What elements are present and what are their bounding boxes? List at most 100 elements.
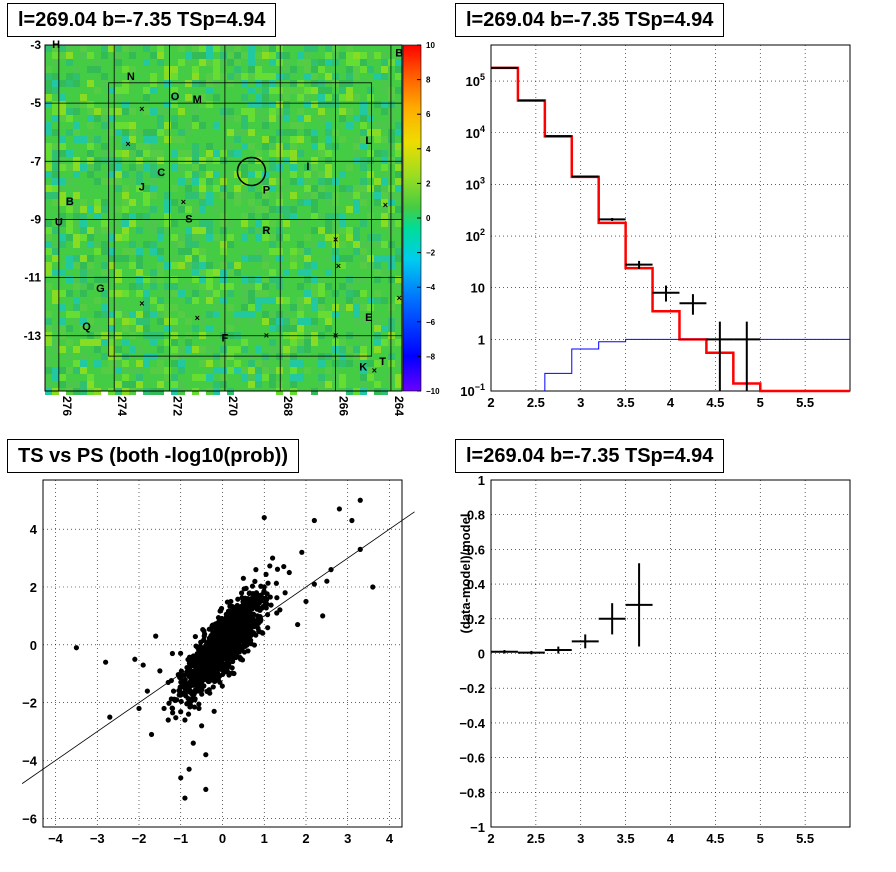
scatter-y-tick-label: −6 <box>22 811 37 826</box>
scatter-point <box>349 517 355 524</box>
source-marker: × <box>139 299 144 309</box>
map-pixel <box>269 269 276 276</box>
scatter-point <box>249 583 256 589</box>
map-pixel <box>381 108 388 115</box>
map-pixel <box>108 290 115 297</box>
map-pixel <box>304 346 311 353</box>
colorbar-label: 6 <box>426 110 431 119</box>
map-pixel <box>283 94 290 101</box>
map-pixel <box>297 122 304 129</box>
map-pixel <box>234 115 241 122</box>
map-pixel <box>171 136 178 143</box>
map-pixel <box>52 52 59 59</box>
map-pixel <box>164 213 171 220</box>
map-pixel <box>101 339 108 346</box>
map-pixel <box>59 374 66 381</box>
map-pixel <box>220 248 227 255</box>
map-pixel <box>395 318 402 325</box>
map-pixel <box>311 59 318 66</box>
map-pixel <box>395 52 402 59</box>
map-pixel <box>192 297 199 304</box>
map-pixel <box>108 346 115 353</box>
map-pixel <box>66 255 73 262</box>
map-pixel <box>115 157 122 164</box>
map-pixel <box>276 45 283 52</box>
map-pixel <box>304 339 311 346</box>
map-pixel <box>115 59 122 66</box>
map-pixel <box>395 297 402 304</box>
map-pixel <box>122 108 129 115</box>
map-pixel <box>255 171 262 178</box>
map-pixel <box>353 241 360 248</box>
map-pixel <box>255 227 262 234</box>
map-pixel <box>360 108 367 115</box>
map-pixel <box>318 276 325 283</box>
map-pixel <box>262 115 269 122</box>
map-pixel <box>213 234 220 241</box>
map-pixel <box>199 262 206 269</box>
map-pixel <box>80 94 87 101</box>
map-pixel <box>262 220 269 227</box>
map-pixel <box>157 248 164 255</box>
map-pixel <box>115 255 122 262</box>
map-pixel <box>360 367 367 374</box>
map-pixel <box>339 108 346 115</box>
map-pixel <box>395 101 402 108</box>
map-pixel <box>360 143 367 150</box>
map-pixel <box>304 234 311 241</box>
scatter-point <box>218 623 224 630</box>
map-pixel <box>374 297 381 304</box>
map-pixel <box>325 367 332 374</box>
map-pixel <box>262 80 269 87</box>
map-pixel <box>115 206 122 213</box>
map-pixel <box>381 213 388 220</box>
map-pixel <box>59 115 66 122</box>
scatter-point <box>194 685 201 691</box>
map-pixel <box>150 164 157 171</box>
scatter-point <box>206 687 212 693</box>
map-pixel <box>178 178 185 185</box>
map-pixel <box>388 185 395 192</box>
map-pixel <box>150 283 157 290</box>
scatter-x-tick-label: 0 <box>219 831 226 846</box>
map-pixel <box>122 213 129 220</box>
map-pixel <box>381 206 388 213</box>
map-pixel <box>73 185 80 192</box>
scatter-point <box>303 598 309 605</box>
map-pixel <box>304 129 311 136</box>
map-pixel <box>199 52 206 59</box>
map-pixel <box>87 52 94 59</box>
map-pixel <box>346 66 353 73</box>
map-pixel <box>199 346 206 353</box>
map-pixel <box>311 213 318 220</box>
residual-x-tick-label: 2.5 <box>527 831 545 846</box>
scatter-point <box>299 549 305 555</box>
map-pixel <box>115 234 122 241</box>
scatter-point <box>229 618 236 625</box>
map-pixel <box>262 227 269 234</box>
map-pixel <box>108 171 115 178</box>
map-pixel <box>171 73 178 80</box>
map-pixel <box>353 143 360 150</box>
map-pixel <box>115 304 122 311</box>
map-pixel <box>206 283 213 290</box>
map-pixel <box>220 157 227 164</box>
map-pixel <box>122 255 129 262</box>
map-pixel <box>283 101 290 108</box>
scatter-point <box>232 653 238 659</box>
map-pixel <box>248 318 255 325</box>
map-pixel <box>150 269 157 276</box>
map-pixel <box>360 290 367 297</box>
map-pixel <box>66 339 73 346</box>
map-pixel <box>171 87 178 94</box>
map-pixel <box>171 150 178 157</box>
map-pixel <box>206 290 213 297</box>
colorbar-label: −2 <box>426 249 436 258</box>
map-pixel <box>164 129 171 136</box>
map-pixel <box>220 283 227 290</box>
map-pixel <box>325 255 332 262</box>
map-pixel <box>164 101 171 108</box>
map-pixel <box>388 192 395 199</box>
map-pixel <box>94 178 101 185</box>
